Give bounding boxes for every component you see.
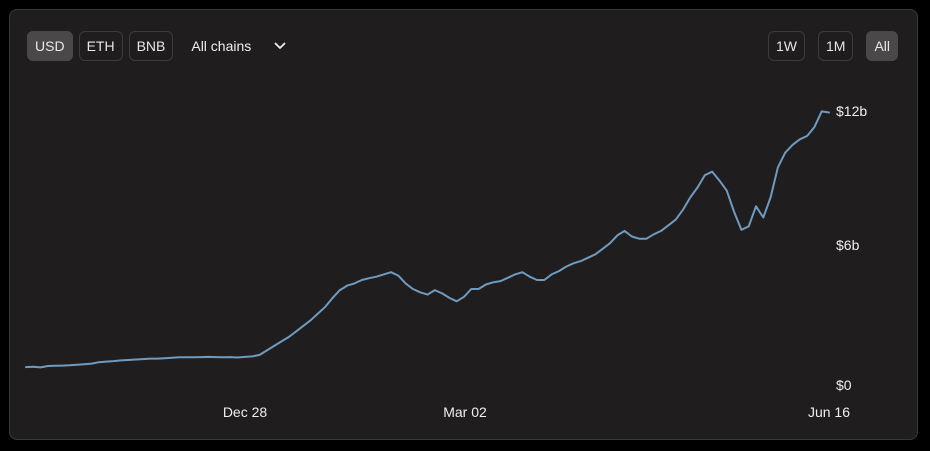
range-1w-button[interactable]: 1W <box>767 31 805 61</box>
x-tick-label-dec28: Dec 28 <box>223 404 268 420</box>
y-tick-label-mid: $6b <box>836 237 860 253</box>
denomination-eth-button[interactable]: ETH <box>78 31 123 61</box>
x-tick-label-jun16: Jun 16 <box>808 404 850 420</box>
x-axis: Dec 28 Mar 02 Jun 16 <box>223 404 850 420</box>
chain-select[interactable]: All chains <box>179 31 287 61</box>
y-axis: $12b $6b $0 <box>836 103 867 393</box>
y-tick-label-bottom: $0 <box>836 377 852 393</box>
x-tick-label-mar02: Mar 02 <box>443 404 487 420</box>
denomination-toolbar: USD ETH BNB All chains <box>27 31 287 61</box>
denomination-bnb-button[interactable]: BNB <box>128 31 174 61</box>
chart-plot-area <box>25 110 830 369</box>
chart-card: USD ETH BNB All chains 1W 1M All <box>9 9 918 440</box>
range-toolbar: 1W 1M All <box>767 31 898 61</box>
range-all-button[interactable]: All <box>866 31 898 61</box>
y-tick-label-top: $12b <box>836 103 867 119</box>
chevron-down-icon <box>274 42 286 49</box>
denomination-usd-button[interactable]: USD <box>27 31 73 61</box>
range-1m-button[interactable]: 1M <box>817 31 854 61</box>
series-line <box>25 110 830 369</box>
chain-select-label: All chains <box>191 38 252 54</box>
